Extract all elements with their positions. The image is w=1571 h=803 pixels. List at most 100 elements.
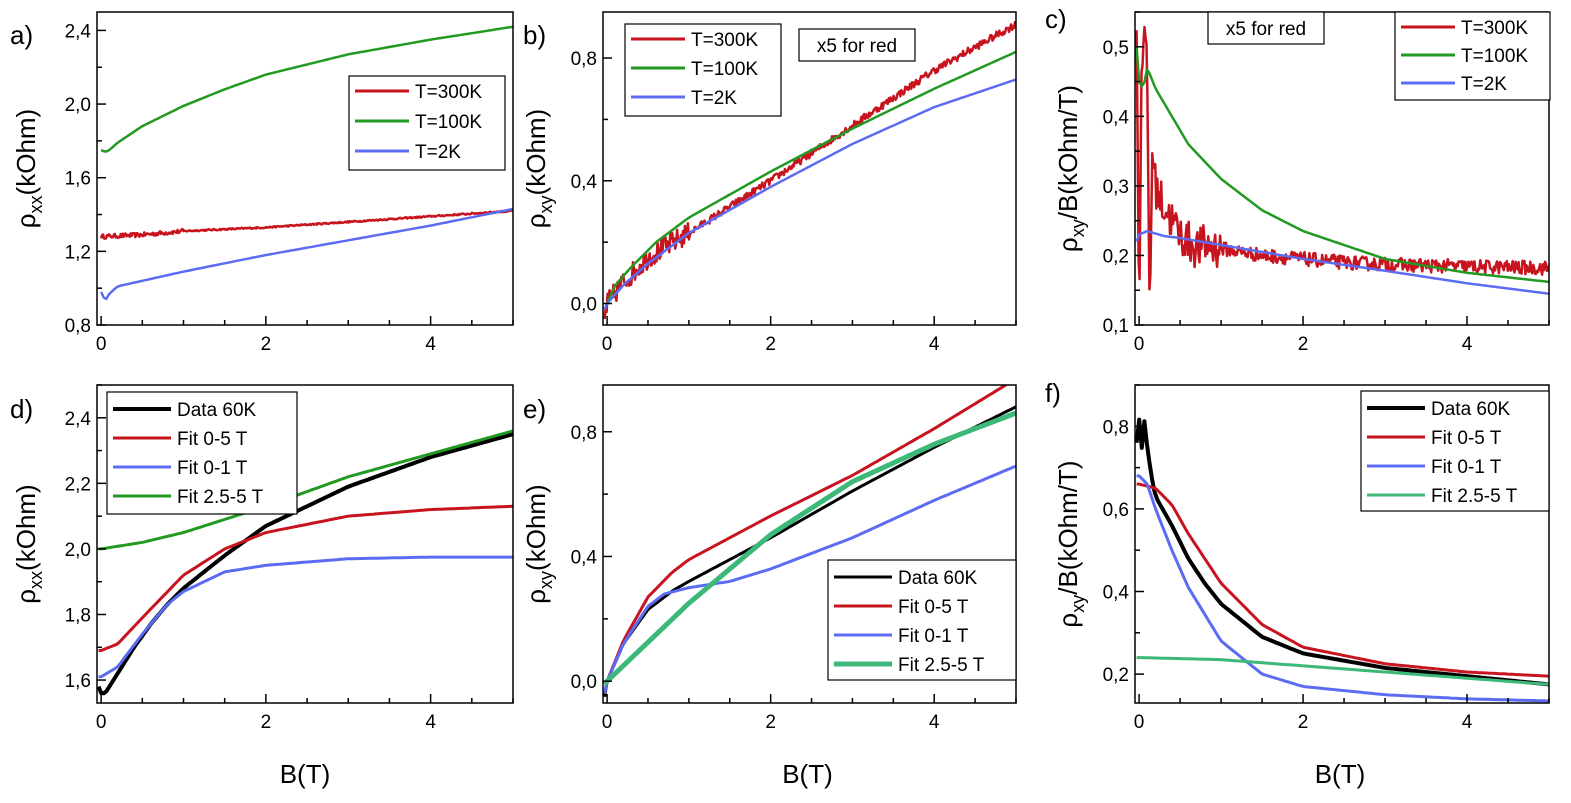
y-axis-title-sub: xx xyxy=(26,195,46,213)
legend-entry-label: Data 60K xyxy=(1431,399,1511,420)
plot-frame xyxy=(602,11,1017,326)
y-axis-title: ρxx(kOhm) xyxy=(11,484,46,603)
series-line-fit-0-1-t xyxy=(1136,474,1549,703)
legend-entry-label: Data 60K xyxy=(898,568,978,589)
series-line-fit-0-1-t xyxy=(603,464,1016,694)
y-tick-label: 2,2 xyxy=(65,474,91,495)
legend-entry-label: Fit 0-1 T xyxy=(177,458,248,479)
panel-a: 0 2 4 0,8 1,2 1,6 2,0 2,4 ρxx(kOhm) a) T=300K T=100… xyxy=(10,11,514,355)
series-line-data-60k xyxy=(1135,417,1549,687)
legend-box xyxy=(1360,390,1550,512)
y-axis-title-unit: /B(kOhm/T) xyxy=(1053,460,1083,594)
series-line-t-100k xyxy=(603,50,1016,311)
y-tick-label: 0,4 xyxy=(1103,107,1130,128)
y-axis-title: ρxy/B(kOhm/T) xyxy=(1053,85,1088,252)
plot-frame xyxy=(1134,11,1550,326)
series-line-t-2k xyxy=(99,207,513,301)
y-tick-label: 0,8 xyxy=(571,423,597,444)
legend: Data 60K Fit 0-5 T Fit 0-1 T Fit 2.5-5 T xyxy=(1360,390,1550,512)
panel-d: 0 2 4 1,6 1,8 2,0 2,2 2,4 B(T) ρxx(kOhm) d) Data 60… xyxy=(10,384,514,789)
y-axis-title-unit: /B(kOhm/T) xyxy=(1053,85,1083,219)
panel-label: c) xyxy=(1045,4,1067,34)
y-tick-label: 0,4 xyxy=(1103,582,1130,603)
plot-frame xyxy=(602,384,1017,704)
series-group xyxy=(1135,25,1549,295)
series-line-t-100k xyxy=(100,25,513,153)
series-group xyxy=(97,429,513,696)
y-axis-title-sub: xy xyxy=(1068,595,1088,613)
x-tick-label: 0 xyxy=(1134,712,1145,733)
x-tick-label: 2 xyxy=(1298,712,1309,733)
series-line-fit-2-5-5-t xyxy=(98,429,513,551)
series-line-t-300k xyxy=(1135,25,1549,291)
y-axis-title-sub: xy xyxy=(536,571,556,589)
legend: T=300K T=100K T=2K xyxy=(348,75,506,171)
panel-e: 0 2 4 0,0 0,4 0,8 B(T) ρxy(kOhm) e) Data 60K Fit 0… xyxy=(521,384,1017,789)
series-line-t-300k xyxy=(603,20,1016,320)
y-tick-label: 0,6 xyxy=(1103,500,1129,521)
plot-frame xyxy=(96,384,514,704)
legend-entry-label: Fit 0-1 T xyxy=(1431,457,1502,478)
annotation-box xyxy=(798,28,916,62)
series-line-fit-0-5-t xyxy=(603,385,1009,694)
series-group xyxy=(603,20,1016,320)
series-line-t-300k xyxy=(99,209,513,240)
panel-label: e) xyxy=(523,394,546,424)
x-tick-label: 2 xyxy=(765,712,776,733)
y-axis-title: ρxy(kOhm) xyxy=(521,484,556,603)
y-tick-label: 0,3 xyxy=(1103,177,1129,198)
y-axis-title: ρxy/B(kOhm/T) xyxy=(1053,460,1088,627)
annotation-text: x5 for red xyxy=(817,36,897,57)
x-tick-label: 2 xyxy=(261,334,272,355)
x-axis-title: B(T) xyxy=(1315,759,1366,789)
y-tick-label: 0,1 xyxy=(1103,316,1129,337)
legend-entry-label: T=300K xyxy=(691,30,758,51)
x-tick-label: 0 xyxy=(96,334,107,355)
y-tick-label: 0,0 xyxy=(571,295,597,316)
legend: Data 60K Fit 0-5 T Fit 0-1 T Fit 2.5-5 T xyxy=(106,391,298,515)
y-axis-title-unit: (kOhm) xyxy=(521,109,551,196)
panel-label: a) xyxy=(10,20,33,50)
y-axis-title-unit: (kOhm) xyxy=(521,484,551,571)
y-tick-label: 0,8 xyxy=(1103,417,1129,438)
y-tick-label: 1,2 xyxy=(65,242,91,263)
panel-b: 0 2 4 0,0 0,4 0,8 ρxy(kOhm) b) T=300K T=100K T=2K x… xyxy=(521,11,1017,355)
legend-entry-label: Fit 0-5 T xyxy=(177,429,248,450)
annotation-text: x5 for red xyxy=(1226,19,1306,40)
series-group xyxy=(603,385,1016,698)
y-axis-title: ρxx(kOhm) xyxy=(11,109,46,228)
y-axis-title-sub: xy xyxy=(536,195,556,213)
y-tick-label: 2,0 xyxy=(65,95,91,116)
x-tick-label: 2 xyxy=(261,712,272,733)
x-tick-label: 4 xyxy=(425,712,436,733)
y-tick-label: 0,8 xyxy=(571,49,597,70)
y-axis-title-base: ρ xyxy=(11,589,41,604)
legend-entry-label: T=2K xyxy=(691,88,737,109)
x-tick-label: 0 xyxy=(602,712,613,733)
x-tick-label: 4 xyxy=(1462,712,1473,733)
plot-frame xyxy=(1134,384,1550,704)
x-tick-label: 2 xyxy=(1298,334,1309,355)
x-tick-label: 4 xyxy=(929,712,940,733)
panel-label: d) xyxy=(10,394,33,424)
x-tick-label: 4 xyxy=(929,334,940,355)
y-tick-label: 1,8 xyxy=(65,605,91,626)
legend-entry-label: Fit 2.5-5 T xyxy=(1431,486,1518,507)
legend-entry-label: Fit 0-1 T xyxy=(898,626,969,647)
legend: T=300K T=100K T=2K xyxy=(624,23,782,117)
series-line-t-2k xyxy=(1135,229,1549,295)
x-tick-label: 0 xyxy=(96,712,107,733)
legend: T=300K T=100K T=2K xyxy=(1394,11,1551,101)
y-tick-label: 0,4 xyxy=(571,172,598,193)
series-line-t-100k xyxy=(1135,46,1549,284)
legend-entry-label: Fit 0-5 T xyxy=(1431,428,1502,449)
y-axis-title-sub: xx xyxy=(26,571,46,589)
y-tick-label: 0,2 xyxy=(1103,246,1129,267)
y-axis-title-base: ρ xyxy=(521,213,551,228)
y-axis-title-sub: xy xyxy=(1068,219,1088,237)
series-line-fit-0-1-t xyxy=(98,555,513,679)
series-group xyxy=(1135,417,1549,703)
legend-entry-label: T=2K xyxy=(415,142,461,163)
panel-label: f) xyxy=(1045,378,1061,408)
